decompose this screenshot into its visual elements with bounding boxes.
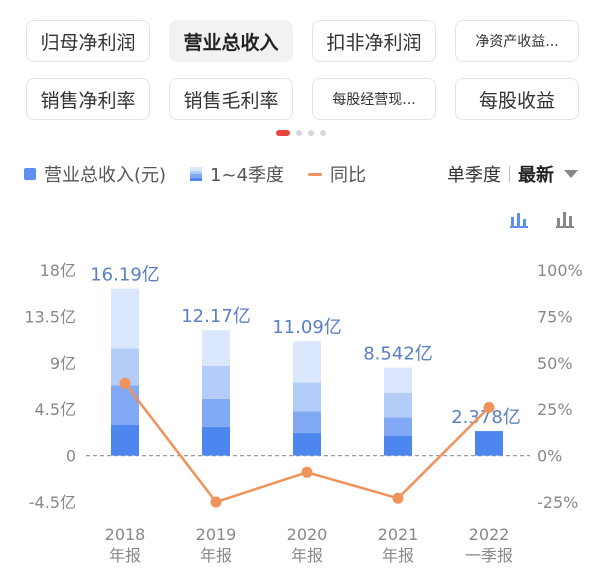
stacked-bar-chart-icon[interactable] [510,210,528,228]
bar-segment-q1 [111,424,139,456]
page-dot [320,130,326,136]
y-axis-left-tick: 4.5亿 [35,400,76,419]
page-indicator [0,130,600,138]
bar-total-label: 11.09亿 [272,317,342,338]
y-axis-left-tick: 13.5亿 [24,307,76,326]
legend-swatch-solid [24,168,36,180]
y-axis-right-tick: 100% [537,261,583,280]
x-axis-tick-year: 2022 [469,525,510,544]
y-axis-left-tick: -4.5亿 [29,493,76,512]
x-axis-tick-year: 2019 [196,525,237,544]
page-dot [296,130,302,136]
bar-chart-icon[interactable] [556,210,574,228]
bar-segment-q4 [384,367,412,393]
y-axis-right-tick: 25% [537,400,573,419]
x-axis-tick-type: 年报 [382,546,414,565]
bar-total-label: 12.17亿 [181,306,251,327]
metric-tab-1[interactable]: 归母净利润 [26,20,150,62]
chart-legend: 营业总收入(元) 1~4季度 同比 [24,160,390,188]
yoy-point [483,401,495,413]
page-dot [308,130,314,136]
legend-yoy: 同比 [308,161,366,187]
bar-segment-q4 [293,341,321,383]
period-latest[interactable]: 最新 [518,165,554,186]
yoy-point [210,496,222,508]
y-axis-right-tick: -25% [537,493,578,512]
x-axis-tick-type: 年报 [291,546,323,565]
x-axis-tick-type: 一季报 [465,546,513,565]
bar-segment-q3 [202,365,230,399]
bar-segment-q2 [111,385,139,425]
metric-tabs: 归母净利润 营业总收入 扣非净利润 净资产收益... 销售净利率 销售毛利率 每股经营现..… [0,0,600,130]
period-separator [509,166,510,182]
metric-tab-4[interactable]: 净资产收益... [455,20,579,62]
y-axis-left-tick: 9亿 [50,354,76,373]
legend-swatch-line [308,172,323,176]
bar-segment-q1 [475,431,503,456]
y-axis-right-tick: 50% [537,354,573,373]
bar-segment-q4 [202,330,230,366]
x-axis-tick-type: 年报 [109,546,141,565]
revenue-chart: 18亿 13.5亿 9亿 4.5亿 0 -4.5亿 100% 75% 50% 25% 0% -25% 1… [24,261,583,565]
yoy-point [119,377,131,389]
y-axis-left-tick: 0 [66,447,76,466]
yoy-point [392,492,404,504]
metric-tab-8[interactable]: 每股收益 [455,78,579,120]
page-dot-active [276,130,290,136]
metric-tab-3[interactable]: 扣非净利润 [312,20,436,62]
bar-segment-q1 [384,436,412,456]
y-axis-right-tick: 75% [537,307,573,326]
y-axis-right-tick: 0% [537,447,562,466]
yoy-point [301,466,313,478]
bar-segment-q2 [202,398,230,427]
bar-segment-q2 [293,411,321,433]
chevron-down-icon[interactable] [564,170,578,178]
legend-swatch-stack [190,167,203,181]
period-mode[interactable]: 单季度 [447,165,501,186]
bar-total-label: 16.19亿 [90,265,160,286]
bar-total-label: 8.542亿 [363,344,433,365]
metric-tab-5[interactable]: 销售净利率 [26,78,150,120]
bar-segment-q4 [111,288,139,349]
x-axis-tick-type: 年报 [200,546,232,565]
bar-segment-q3 [293,382,321,412]
bar-segment-q1 [293,432,321,456]
metric-tab-6[interactable]: 销售毛利率 [169,78,293,120]
legend-quarters: 1~4季度 [190,161,284,187]
bar-total-label: 2.378亿 [451,407,521,428]
metric-tab-2[interactable]: 营业总收入 [169,20,293,62]
metric-tab-7[interactable]: 每股经营现... [312,78,436,120]
legend-quarters-label: 1~4季度 [210,165,285,186]
legend-yoy-label: 同比 [330,165,367,186]
y-axis-left-tick: 18亿 [40,261,76,280]
legend-revenue-label: 营业总收入(元) [44,165,167,186]
bar-segment-q3 [384,392,412,418]
bar-segment-q2 [384,417,412,437]
bar-segment-q1 [202,426,230,456]
x-axis-tick-year: 2021 [378,525,419,544]
legend-revenue: 营业总收入(元) [24,161,166,187]
x-axis-tick-year: 2018 [105,525,146,544]
x-axis-tick-year: 2020 [287,525,328,544]
period-selector[interactable]: 单季度 最新 [447,160,578,188]
